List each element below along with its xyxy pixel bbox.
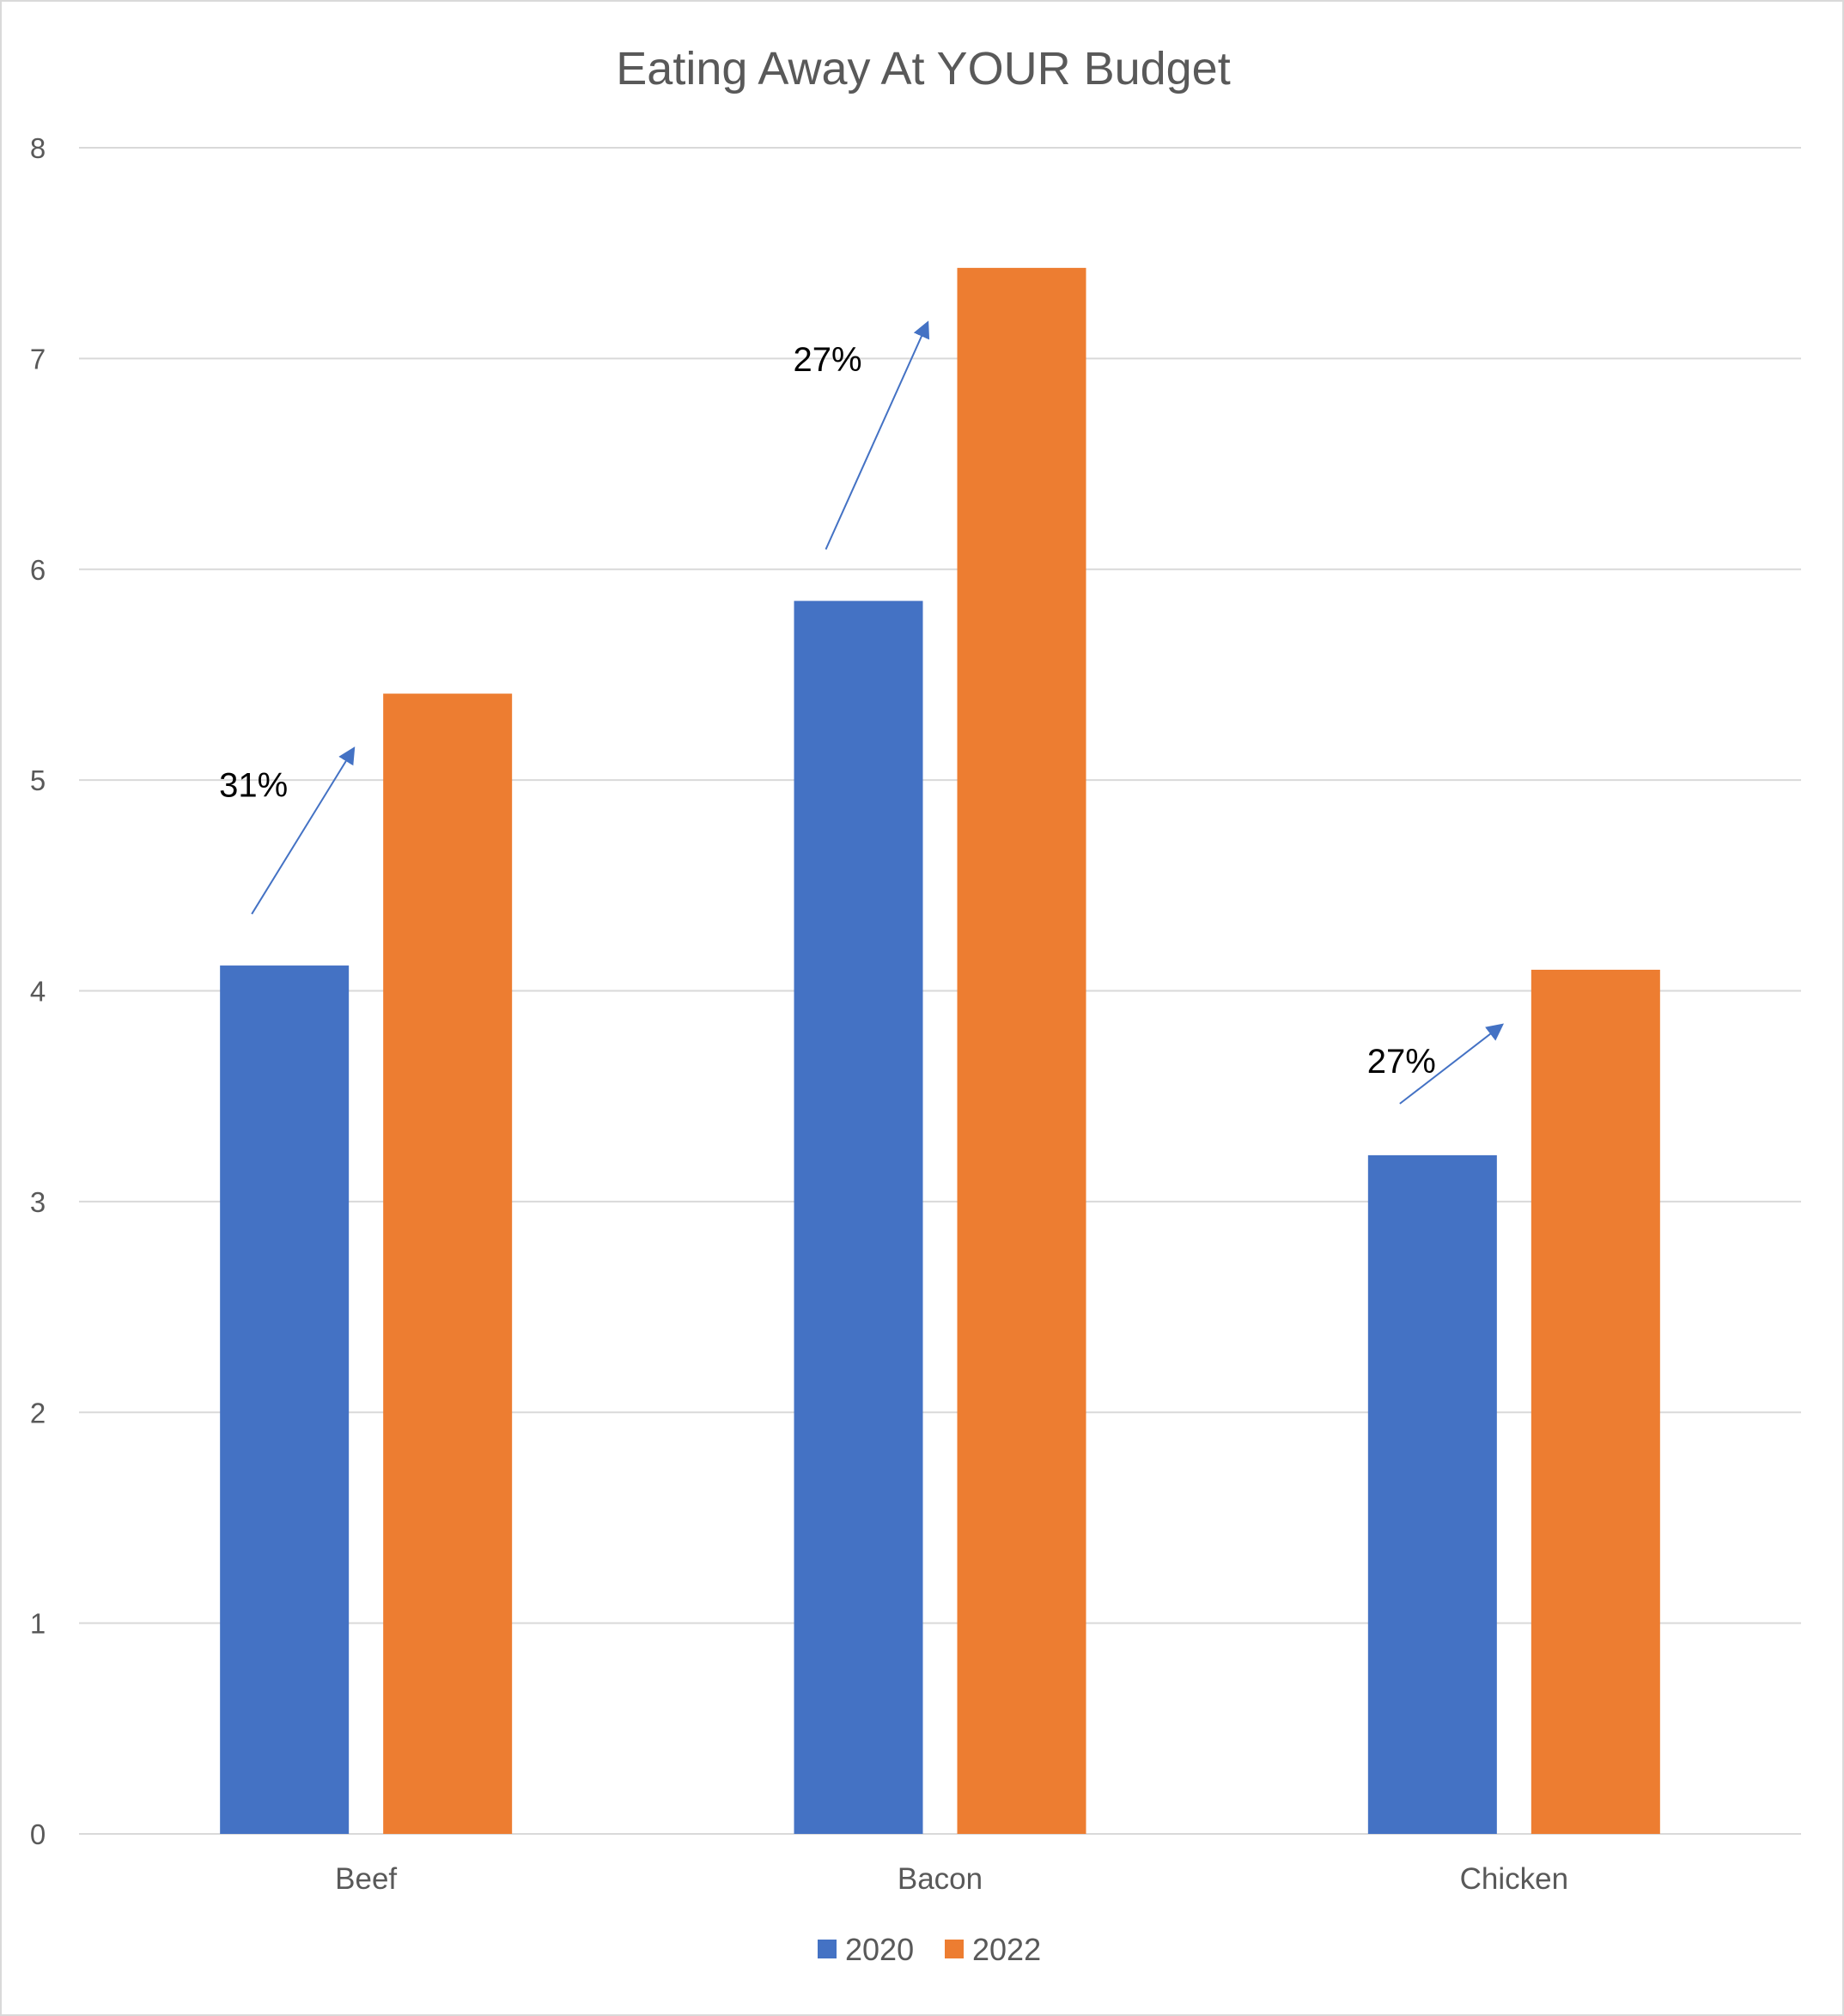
bar-bacon-2020	[794, 600, 923, 1834]
y-axis-tick-labels: 0 1 2 3 4 5 6 7 8	[30, 132, 46, 1850]
y-tick-label: 4	[30, 976, 46, 1008]
y-tick-label: 7	[30, 343, 46, 375]
y-tick-label: 5	[30, 764, 46, 796]
bar-bacon-2022	[957, 267, 1086, 1834]
annotation-arrow	[1399, 1023, 1505, 1105]
y-tick-label: 2	[30, 1397, 46, 1428]
bar-chicken-2022	[1531, 969, 1660, 1834]
chart-title: Eating Away At YOUR Budget	[616, 43, 1230, 94]
legend: 2020 2022	[818, 1932, 1041, 1967]
y-tick-label: 1	[30, 1608, 46, 1640]
legend-label-2020: 2020	[845, 1932, 914, 1967]
bar-beef-2020	[220, 965, 350, 1834]
annotation-percent-label: 27%	[793, 341, 861, 379]
y-tick-label: 8	[30, 132, 46, 164]
legend-label-2022: 2022	[972, 1932, 1041, 1967]
legend-swatch-2022	[945, 1940, 964, 1958]
x-category-label: Beef	[335, 1862, 397, 1896]
gridlines	[79, 147, 1801, 1835]
y-tick-label: 6	[30, 554, 46, 586]
x-category-label: Bacon	[898, 1862, 983, 1896]
y-tick-label: 0	[30, 1818, 46, 1850]
annotation-percent-label: 31%	[219, 767, 288, 805]
annotations: 31% 27% 27%	[219, 320, 1505, 1105]
annotation-arrow	[825, 320, 930, 550]
x-category-label: Chicken	[1460, 1862, 1568, 1896]
bar-beef-2022	[383, 693, 513, 1834]
annotation-arrow	[251, 746, 356, 915]
bars	[220, 267, 1660, 1834]
bar-chicken-2020	[1367, 1154, 1497, 1834]
annotation-percent-label: 27%	[1367, 1043, 1436, 1081]
y-tick-label: 3	[30, 1186, 46, 1218]
legend-swatch-2020	[818, 1940, 837, 1958]
x-axis-category-labels: Beef Bacon Chicken	[335, 1862, 1568, 1896]
